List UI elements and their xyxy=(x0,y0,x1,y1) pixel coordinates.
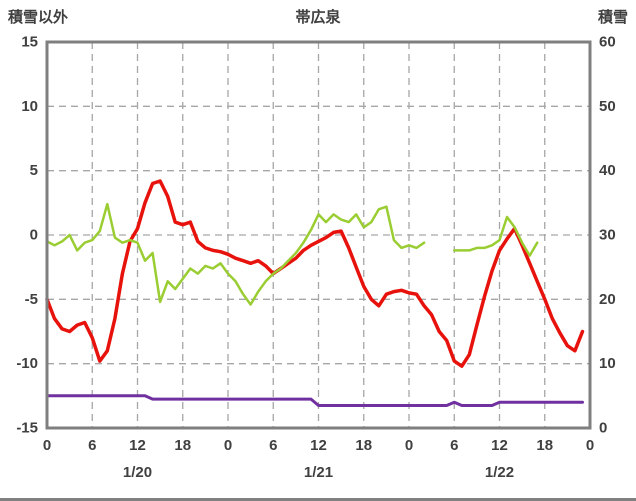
left-axis-tick-label: -5 xyxy=(25,291,38,308)
right-axis-tick-label: 20 xyxy=(599,291,616,308)
left-axis-tick-label: -10 xyxy=(16,355,38,372)
x-axis-tick-label: 12 xyxy=(310,437,327,454)
left-axis-tick-label: 10 xyxy=(21,98,38,115)
right-axis-tick-label: 30 xyxy=(599,227,616,244)
right-axis-tick-label: 40 xyxy=(599,162,616,179)
right-axis-tick-label: 10 xyxy=(599,355,616,372)
purple-series-line xyxy=(45,394,584,407)
right-axis-tick-label: 0 xyxy=(599,420,607,437)
red-series-line xyxy=(45,179,585,368)
green-series-line xyxy=(45,202,539,306)
x-axis-tick-label: 0 xyxy=(224,437,232,454)
x-axis-tick-label: 18 xyxy=(355,437,372,454)
left-axis-tick-label: -15 xyxy=(16,420,38,437)
left-axis-tick-label: 5 xyxy=(30,162,38,179)
plot-border xyxy=(45,40,592,430)
date-label: 1/20 xyxy=(123,464,152,481)
bottom-divider xyxy=(0,498,636,501)
x-axis-tick-label: 0 xyxy=(43,437,51,454)
x-axis-tick-label: 18 xyxy=(536,437,553,454)
left-axis-title: 積雪以外 xyxy=(8,9,69,26)
left-axis-tick-label: 15 xyxy=(21,34,38,51)
right-axis-title: 積雪 xyxy=(597,9,628,26)
x-axis-tick-label: 6 xyxy=(88,437,96,454)
x-axis-tick-label: 18 xyxy=(174,437,191,454)
x-axis-tick-label: 12 xyxy=(129,437,146,454)
x-axis-tick-label: 0 xyxy=(586,437,594,454)
date-label: 1/22 xyxy=(485,464,514,481)
right-axis-tick-label: 60 xyxy=(599,34,616,51)
x-axis-tick-label: 0 xyxy=(405,437,413,454)
left-axis-tick-label: 0 xyxy=(30,227,38,244)
date-label: 1/21 xyxy=(304,464,333,481)
right-axis-tick-label: 50 xyxy=(599,98,616,115)
chart-title: 帯広泉 xyxy=(295,9,341,26)
x-axis-tick-label: 12 xyxy=(491,437,508,454)
x-axis-tick-label: 6 xyxy=(269,437,277,454)
x-axis-tick-label: 6 xyxy=(450,437,458,454)
